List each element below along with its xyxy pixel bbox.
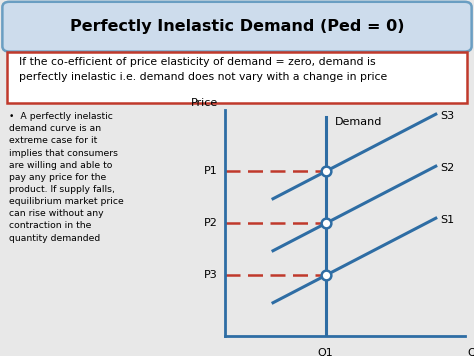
Text: •  A perfectly inelastic
demand curve is an
extreme case for it
implies that con: • A perfectly inelastic demand curve is … (9, 112, 124, 243)
Text: If the co-efficient of price elasticity of demand = zero, demand is
perfectly in: If the co-efficient of price elasticity … (19, 57, 387, 82)
Text: S1: S1 (440, 215, 455, 225)
FancyBboxPatch shape (2, 2, 472, 52)
Text: Q1: Q1 (318, 348, 334, 356)
Text: Qty: Qty (467, 348, 474, 356)
Text: P3: P3 (204, 271, 218, 281)
Text: S3: S3 (440, 111, 455, 121)
Text: P2: P2 (204, 218, 218, 229)
Text: Demand: Demand (335, 117, 383, 127)
Text: S2: S2 (440, 163, 455, 173)
Text: Perfectly Inelastic Demand (Ped = 0): Perfectly Inelastic Demand (Ped = 0) (70, 19, 404, 34)
Text: Price: Price (191, 98, 218, 108)
Text: P1: P1 (204, 166, 218, 176)
FancyBboxPatch shape (7, 52, 467, 103)
